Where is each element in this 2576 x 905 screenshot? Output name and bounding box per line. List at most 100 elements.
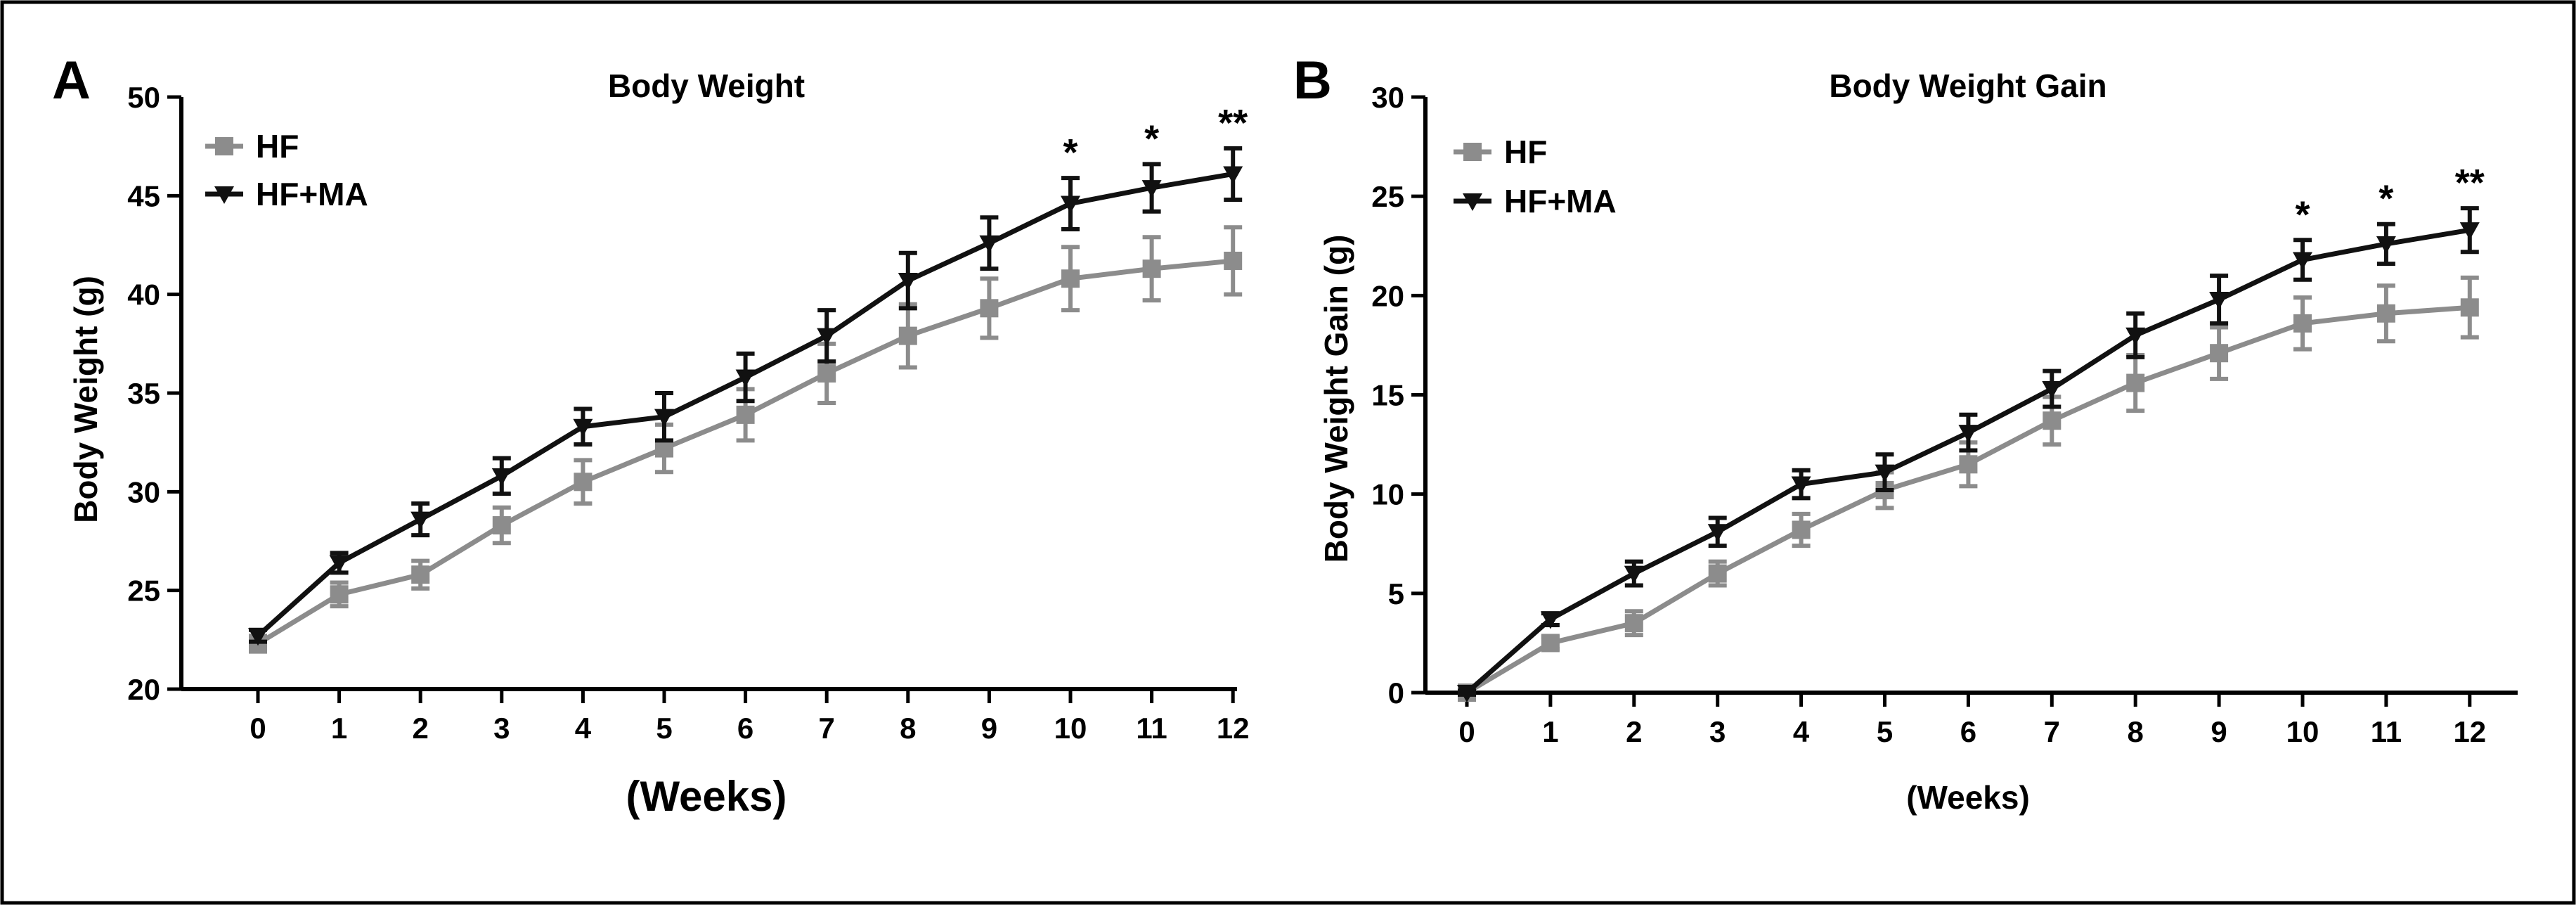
legend-marker: [1463, 193, 1482, 211]
data-point: [980, 299, 999, 318]
data-point: [574, 473, 593, 492]
significance-marker: *: [2378, 178, 2393, 220]
legend-label: HF+MA: [1504, 183, 1617, 219]
panel-b: B Body Weight Gain Body Weight Gain (g) …: [1293, 51, 2518, 816]
x-tick-label: 8: [2128, 715, 2144, 748]
y-tick-label: 45: [127, 179, 160, 212]
y-axis-title-b: Body Weight Gain (g): [1318, 235, 1354, 563]
data-point: [491, 468, 512, 486]
x-tick-label: 2: [1626, 715, 1642, 748]
data-point: [1958, 425, 1979, 443]
panel-letter-a: A: [52, 51, 91, 110]
data-point: [573, 418, 593, 437]
x-tick-label: 3: [1709, 715, 1726, 748]
data-point: [2376, 236, 2396, 254]
data-point: [1540, 611, 1560, 629]
x-tick-label: 8: [900, 712, 916, 745]
x-tick-label: 12: [2453, 715, 2486, 748]
data-point: [1541, 634, 1560, 653]
x-tick-label: 0: [1458, 715, 1475, 748]
data-point: [2460, 298, 2479, 317]
data-point: [1224, 251, 1243, 270]
y-tick-label: 50: [127, 81, 160, 114]
chart-title-b: Body Weight Gain: [1829, 68, 2106, 104]
significance-marker: *: [1063, 131, 1077, 174]
x-axis-title-a: (Weeks): [626, 773, 787, 820]
y-tick-label: 30: [127, 475, 160, 508]
data-point: [654, 409, 674, 427]
x-tick-label: 11: [2371, 715, 2402, 748]
data-point: [2126, 373, 2145, 392]
legend-b: HF HF+MA: [1454, 134, 1617, 219]
y-tick-label: 20: [127, 673, 160, 706]
y-tick-label: 35: [127, 377, 160, 410]
data-point: [1141, 180, 1162, 198]
x-axis-title-b: (Weeks): [1906, 779, 2030, 816]
data-point: [2293, 252, 2312, 270]
data-point: [410, 511, 431, 529]
y-tick-label: 25: [127, 575, 160, 608]
x-tick-label: 9: [981, 712, 997, 745]
data-point: [2042, 381, 2062, 399]
y-tick-label: 40: [127, 278, 160, 312]
x-tick-label: 6: [1960, 715, 1976, 748]
data-point: [735, 369, 756, 387]
x-tick-label: 11: [1136, 712, 1167, 745]
data-point: [1959, 455, 1978, 474]
data-point: [1142, 259, 1161, 278]
panel-a: A Body Weight Body Weight (g) (Weeks) 20…: [52, 51, 1250, 820]
data-point: [2210, 344, 2229, 363]
y-tick-label: 10: [1371, 478, 1404, 511]
significance-marker: *: [2295, 193, 2310, 236]
x-tick-label: 0: [250, 712, 266, 745]
data-point: [1792, 520, 1811, 539]
x-tick-label: 7: [2044, 715, 2060, 748]
data-point: [1061, 269, 1080, 288]
data-point: [2209, 291, 2229, 309]
y-tick-label: 5: [1388, 577, 1404, 610]
data-point: [1708, 564, 1727, 583]
data-point: [2293, 314, 2312, 333]
series-hf-ma: [248, 146, 1243, 646]
plot-area-a: * * **: [248, 102, 1248, 654]
data-point: [1624, 565, 1644, 584]
chart-title-a: Body Weight: [608, 68, 805, 104]
x-tick-label: 5: [1877, 715, 1893, 748]
significance-marker: *: [1144, 117, 1159, 160]
x-tick-label: 1: [331, 712, 347, 745]
legend-marker: [214, 186, 234, 204]
legend-label: HF+MA: [256, 176, 368, 212]
data-point: [898, 326, 917, 345]
legend-label: HF: [256, 128, 299, 165]
data-point: [979, 235, 999, 253]
data-point: [898, 273, 918, 291]
y-tick-label: 25: [1371, 180, 1404, 213]
y-tick-label: 15: [1371, 379, 1404, 412]
x-tick-label: 6: [737, 712, 753, 745]
data-point: [411, 565, 430, 584]
panel-letter-b: B: [1293, 51, 1332, 110]
series-hf-ma: [1457, 206, 2480, 702]
series-hf: [1458, 275, 2479, 702]
data-point: [1624, 614, 1643, 633]
significance-marker: **: [2455, 162, 2485, 204]
significance-marker: **: [1218, 102, 1248, 144]
x-tick-label: 4: [1793, 715, 1810, 748]
data-point: [817, 364, 836, 383]
data-point: [817, 328, 837, 346]
y-axis-title-a: Body Weight (g): [67, 276, 104, 523]
data-point: [329, 555, 349, 573]
data-point: [492, 516, 511, 535]
x-tick-label: 3: [493, 712, 510, 745]
data-point: [2043, 411, 2062, 430]
plot-area-b: * * **: [1457, 162, 2485, 702]
data-point: [2125, 327, 2146, 345]
x-tick-label: 10: [2286, 715, 2319, 748]
data-point: [2459, 222, 2480, 240]
x-tick-label: 5: [656, 712, 672, 745]
x-tick-label: 4: [575, 712, 592, 745]
data-point: [1061, 195, 1080, 214]
